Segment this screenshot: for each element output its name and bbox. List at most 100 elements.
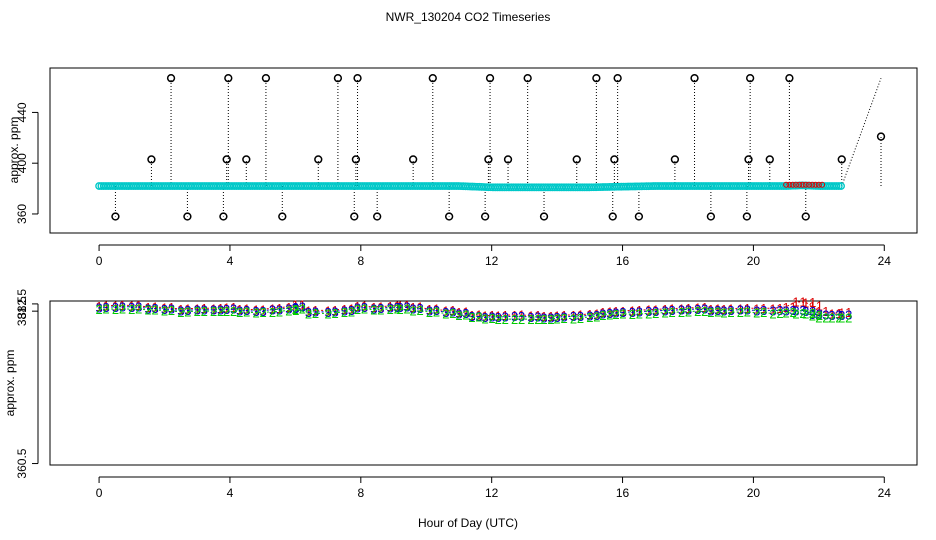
series-3-point: 3 (495, 310, 502, 325)
series-1-point: 1 (482, 309, 489, 324)
series-1-point: 1 (547, 309, 554, 324)
series-1-point: 1 (809, 295, 816, 310)
top-baseline-point (834, 182, 843, 190)
series-2-point: 2 (236, 305, 243, 320)
series-1-point: 1 (462, 305, 469, 320)
series-2-point: 2 (518, 312, 525, 327)
series-1-point: 1 (599, 305, 606, 320)
series-1-point: 1 (259, 302, 266, 317)
series-3-point: 3 (475, 309, 482, 324)
top-outlier-point (219, 212, 228, 221)
series-2-point: 2 (417, 303, 424, 318)
series-1-point: 1 (518, 307, 525, 322)
series-3: 3 3 3 3 3 3 3 3 3 3 3 3 3 3 3 33 33 3 3 3 3 3 3 33 33 3 3 3 3 33 3 3 3 3 3… (95, 299, 852, 325)
series-3-point: 3 (184, 303, 191, 318)
series-2-point: 2 (217, 304, 224, 319)
top-outlier-point (572, 155, 581, 164)
series-3-point: 3 (694, 302, 701, 317)
series-2-point: 2 (727, 305, 734, 320)
series-1-point: 1 (629, 303, 636, 318)
series-1-point: 1 (553, 309, 560, 324)
series-2: 2 2 2 2 2 2 2 2 2 2 2 2 2 2 2 22 22 2 2 2 2 2 2 22 22 2 2 2 2 22 2 2 2 2 2… (95, 302, 852, 328)
top-x-tick-label: 24 (878, 254, 892, 268)
series-1-point: 1 (685, 301, 692, 316)
series-2-point: 2 (394, 302, 401, 317)
series-3-point: 3 (737, 303, 744, 318)
series-3-point: 3 (95, 301, 102, 316)
series-2-point: 2 (783, 306, 790, 321)
series-2-point: 2 (243, 305, 250, 320)
series-1-point: 1 (410, 300, 417, 315)
series-3-point: 3 (776, 303, 783, 318)
series-2-point: 2 (629, 307, 636, 322)
series-2-point: 2 (102, 302, 109, 317)
series-3-point: 3 (210, 303, 217, 318)
series-3-point: 3 (720, 303, 727, 318)
series-1-point: 1 (285, 300, 292, 315)
top-outlier-point (876, 132, 886, 141)
series-2-point: 2 (95, 302, 102, 317)
series-3-point: 3 (377, 301, 384, 316)
series-1-point: 1 (230, 300, 237, 315)
series-3-point: 3 (168, 302, 175, 317)
series-2-point: 2 (177, 305, 184, 320)
top-outlier-point (592, 74, 601, 83)
series-1-point: 1 (426, 302, 433, 317)
series-2-point: 2 (324, 306, 331, 321)
series-1-point: 1 (799, 294, 806, 309)
series-3-point: 3 (217, 302, 224, 317)
series-3-point: 3 (361, 300, 368, 315)
series-2-point: 2 (462, 307, 469, 322)
bottom-x-tick-label: 8 (357, 486, 364, 500)
series-3-point: 3 (612, 306, 619, 321)
series-1-point: 1 (102, 299, 109, 314)
top-red-point (809, 181, 816, 188)
series-1-point: 1 (845, 305, 852, 320)
series-3-point: 3 (802, 304, 809, 319)
series-2-point: 2 (606, 307, 613, 322)
series-3-point: 3 (489, 310, 496, 325)
series-3-point: 3 (707, 303, 714, 318)
top-baseline-point (832, 182, 841, 190)
series-3-point: 3 (636, 305, 643, 320)
series-2-point: 2 (547, 312, 554, 327)
series-1-point: 1 (194, 301, 201, 316)
series-2-point: 2 (489, 311, 496, 326)
series-1-point: 1 (701, 300, 708, 315)
series-2-point: 2 (527, 312, 534, 327)
bottom-plot-marks: 1 1 1 1 1 1 1 1 1 1 1 1 1 1 1 11 11 1 1 1 1 1 1 11 11 1 1 1 1 11 1 1 1 1 1… (95, 294, 852, 327)
series-2-point: 2 (184, 305, 191, 320)
top-outlier-point (278, 212, 287, 221)
series-2-point: 2 (760, 305, 767, 320)
top-outlier-point (742, 212, 752, 221)
series-1-point: 1 (396, 298, 403, 313)
series-2-point: 2 (449, 306, 456, 321)
series-3-point: 3 (324, 305, 331, 320)
series-2-point: 2 (128, 302, 135, 317)
series-1-point: 1 (341, 302, 348, 317)
bottom-plot-frame (49, 300, 918, 466)
series-3-point: 3 (410, 301, 417, 316)
top-outlier-point (539, 212, 549, 221)
top-outlier-point (523, 74, 532, 83)
series-2-point: 2 (816, 308, 823, 323)
series-2-point: 2 (168, 303, 175, 318)
series-1-point: 1 (707, 302, 714, 317)
top-outlier-point (222, 155, 231, 164)
series-3-point: 3 (553, 310, 560, 325)
series-3-point: 3 (394, 300, 401, 315)
series-3-point: 3 (482, 310, 489, 325)
top-outlier-point (261, 74, 271, 83)
series-3-point: 3 (518, 309, 525, 324)
series-1-point: 1 (802, 295, 809, 310)
series-1-point: 1 (243, 302, 250, 317)
series-2-point: 2 (619, 307, 626, 322)
series-2-point: 2 (737, 305, 744, 320)
top-outlier-point (224, 74, 233, 83)
series-3-point: 3 (668, 303, 675, 318)
series-2-point: 2 (269, 305, 276, 320)
series-2-point: 2 (370, 303, 377, 318)
top-outlier-point (409, 155, 418, 164)
series-2-point: 2 (292, 302, 299, 317)
series-1-point: 1 (636, 303, 643, 318)
